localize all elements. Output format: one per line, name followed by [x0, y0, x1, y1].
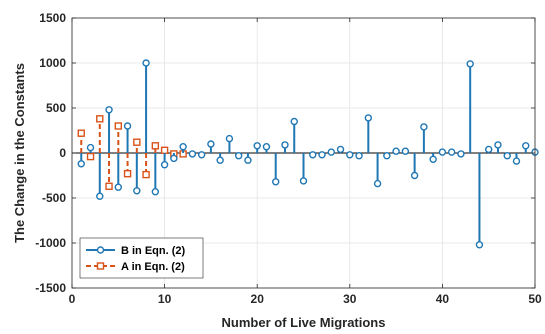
- stem-marker: [96, 192, 104, 200]
- stem-marker: [105, 106, 113, 114]
- stem-marker: [262, 142, 271, 151]
- stem-marker: [410, 171, 419, 180]
- x-tick-label: 10: [158, 292, 172, 306]
- y-tick-label: 500: [46, 101, 66, 115]
- y-tick-label: -500: [42, 191, 66, 205]
- stem-marker: [114, 183, 123, 191]
- y-tick-label: -1000: [35, 236, 66, 250]
- stem-marker: [253, 142, 261, 150]
- stem-marker: [494, 141, 502, 149]
- stem-marker: [188, 150, 197, 158]
- legend-marker-a: [96, 262, 105, 270]
- stem-marker: [142, 59, 150, 67]
- stem-marker: [151, 187, 160, 196]
- stem-marker: [401, 147, 410, 155]
- stem-marker: [123, 122, 132, 130]
- legend-label-a: A in Eqn. (2): [121, 261, 185, 273]
- legend: B in Eqn. (2) A in Eqn. (2): [79, 237, 204, 279]
- y-tick-label: -1500: [35, 281, 66, 295]
- stem-marker: [86, 143, 95, 152]
- stem-marker: [309, 151, 317, 159]
- stem-marker: [327, 148, 335, 156]
- stem-marker: [160, 146, 169, 155]
- stem-marker: [133, 187, 141, 195]
- stem-marker: [123, 169, 132, 178]
- stem-marker: [299, 177, 308, 185]
- legend-marker-b: [96, 246, 105, 254]
- stem-marker: [346, 151, 354, 159]
- y-tick-label: 0: [59, 146, 66, 160]
- y-tick-label: 1000: [39, 56, 66, 70]
- stem-marker: [244, 156, 252, 164]
- stem-marker: [447, 148, 456, 156]
- stem-marker: [133, 138, 141, 146]
- stem-marker: [207, 140, 215, 148]
- legend-entry-a: A in Eqn. (2): [86, 261, 185, 273]
- stem-marker: [503, 151, 511, 160]
- stem-marker: [485, 145, 493, 154]
- x-tick-label: 40: [436, 292, 450, 306]
- x-tick-label: 20: [251, 292, 265, 306]
- x-tick-label: 30: [343, 292, 357, 306]
- stem-marker: [142, 170, 150, 179]
- stem-marker: [290, 117, 298, 126]
- series-b: [77, 59, 539, 249]
- stem-marker: [179, 142, 187, 151]
- legend-label-b: B in Eqn. (2): [121, 245, 186, 257]
- stem-marker: [77, 160, 85, 168]
- stem-marker: [420, 123, 428, 131]
- legend-box: [79, 237, 204, 279]
- stem-marker: [466, 60, 474, 68]
- stem-marker: [151, 142, 160, 150]
- stem-marker: [364, 114, 373, 122]
- stem-marker: [383, 151, 391, 160]
- stem-marker: [457, 150, 465, 158]
- stem-marker: [475, 241, 484, 249]
- stem-marker: [77, 129, 85, 137]
- y-axis-label: The Change in the Constants: [12, 63, 27, 243]
- stem-marker: [96, 115, 104, 123]
- stem-marker: [318, 151, 326, 159]
- stem-marker: [392, 147, 400, 155]
- series-a: [77, 115, 187, 191]
- stem-marker: [373, 179, 382, 188]
- stem-marker: [216, 156, 224, 164]
- stem-marker: [105, 182, 113, 191]
- stem-marker: [197, 151, 206, 159]
- x-tick-label: 50: [528, 292, 542, 306]
- stem-marker: [281, 141, 289, 149]
- axis-ticks: 0 10 20 30 40 50 -1500 -1000 -500 0 500 1000 1500: [35, 11, 542, 306]
- stem-marker: [272, 178, 280, 186]
- stem-marker: [522, 142, 530, 150]
- stem-marker: [512, 157, 521, 165]
- stem-marker: [160, 160, 169, 169]
- data-series: [77, 59, 539, 249]
- stem-marker: [170, 154, 178, 163]
- stem-marker: [429, 155, 437, 164]
- stem-marker: [225, 134, 234, 143]
- stem-marker: [355, 151, 363, 160]
- x-axis-label: Number of Live Migrations: [222, 315, 386, 330]
- stem-marker: [336, 145, 345, 154]
- y-tick-label: 1500: [39, 11, 66, 25]
- stem-marker: [86, 152, 95, 161]
- stem-marker: [114, 122, 123, 130]
- legend-entry-b: B in Eqn. (2): [86, 245, 186, 257]
- stem-marker: [234, 151, 243, 160]
- x-tick-label: 0: [69, 292, 76, 306]
- stem-marker: [438, 148, 447, 156]
